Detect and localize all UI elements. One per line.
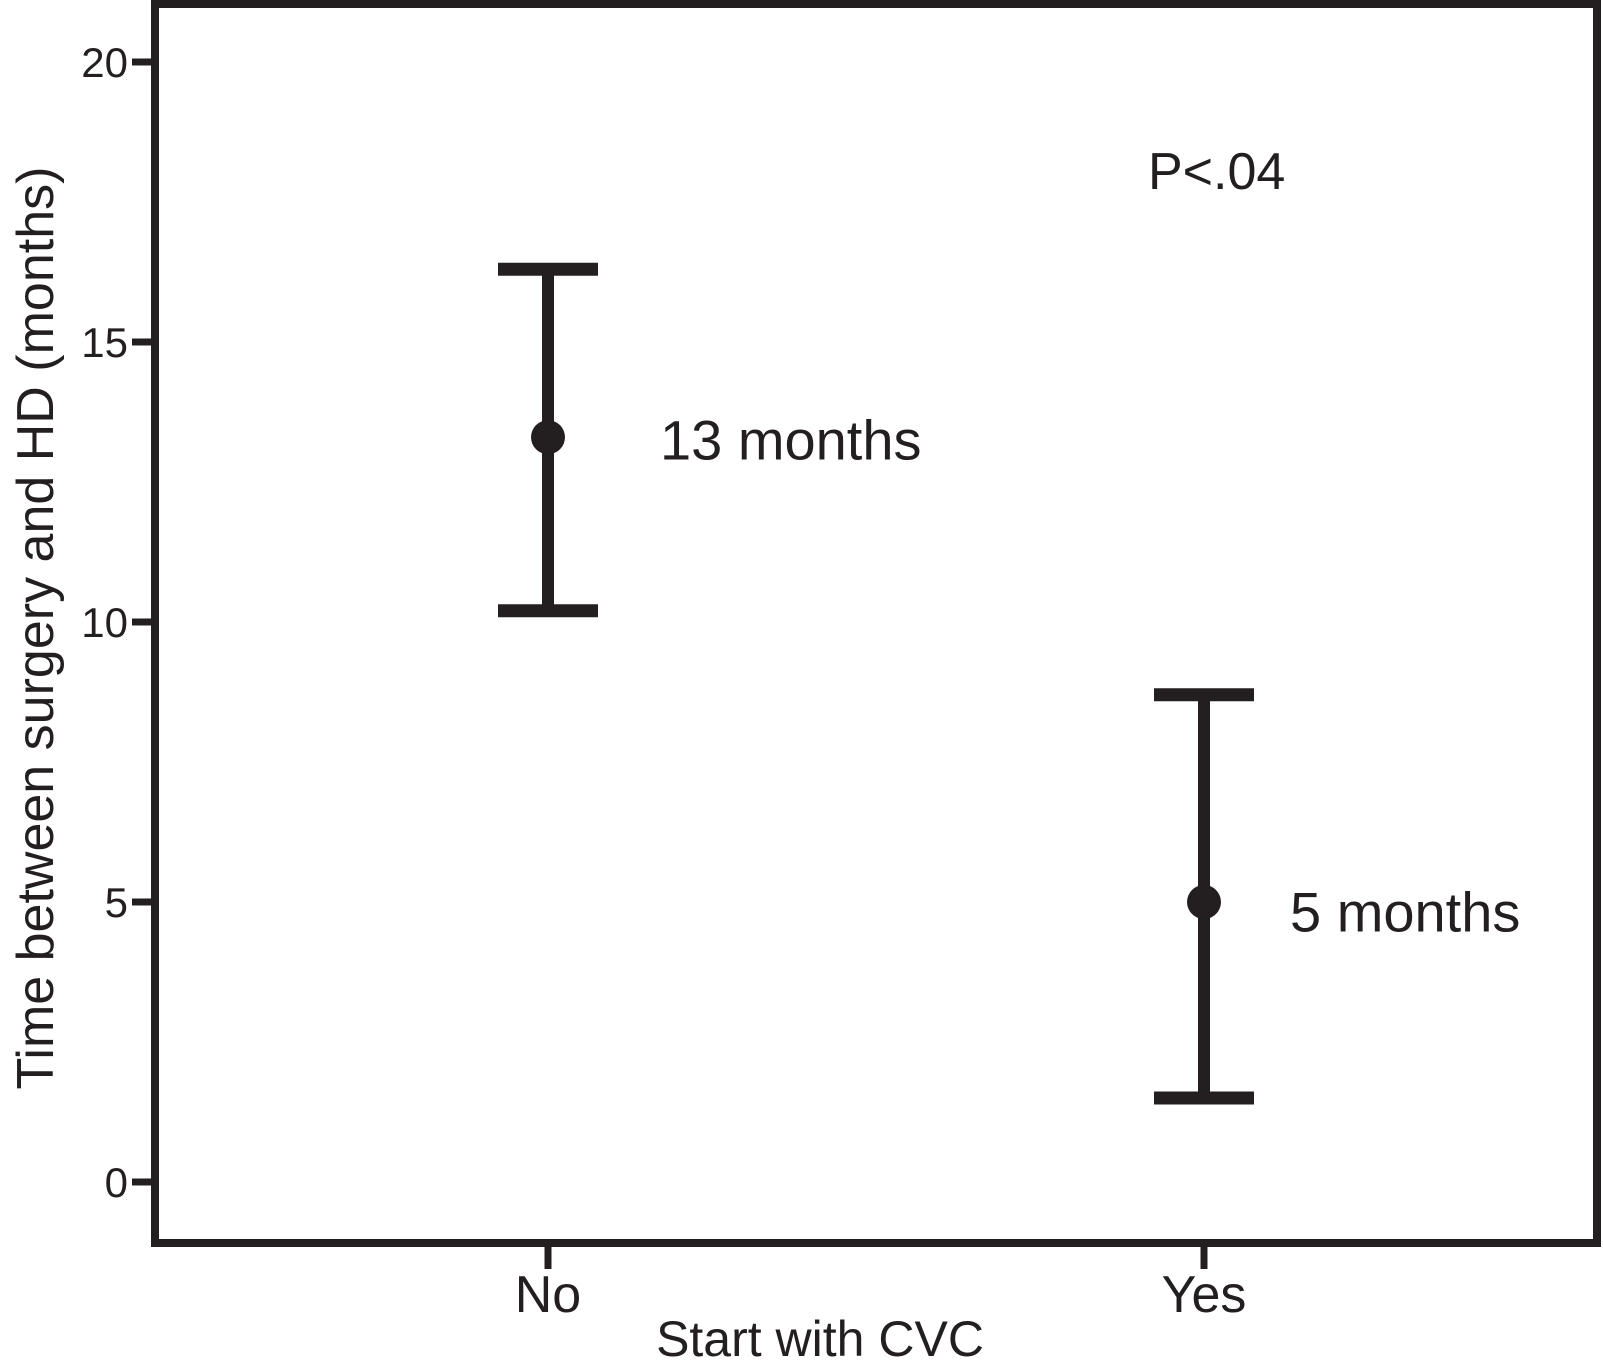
x-axis-title: Start with CVC: [656, 1311, 984, 1367]
data-point-marker: [531, 420, 565, 455]
y-tick-label: 10: [81, 599, 128, 646]
y-tick-label: 20: [81, 39, 128, 86]
y-tick-label: 0: [105, 1159, 128, 1206]
plot-border: [151, 0, 1601, 1247]
x-category-label: No: [515, 1266, 581, 1324]
point-label-no: 13 months: [660, 408, 922, 472]
data-point-marker: [1187, 885, 1221, 919]
y-tick-label: 5: [105, 879, 128, 926]
x-category-label: Yes: [1162, 1266, 1247, 1324]
y-tick-label: 15: [81, 319, 128, 366]
point-label-yes: 5 months: [1290, 880, 1521, 944]
y-axis-title: Time between surgery and HD (months): [7, 166, 65, 1090]
p-value-annotation: P<.04: [1148, 143, 1286, 201]
